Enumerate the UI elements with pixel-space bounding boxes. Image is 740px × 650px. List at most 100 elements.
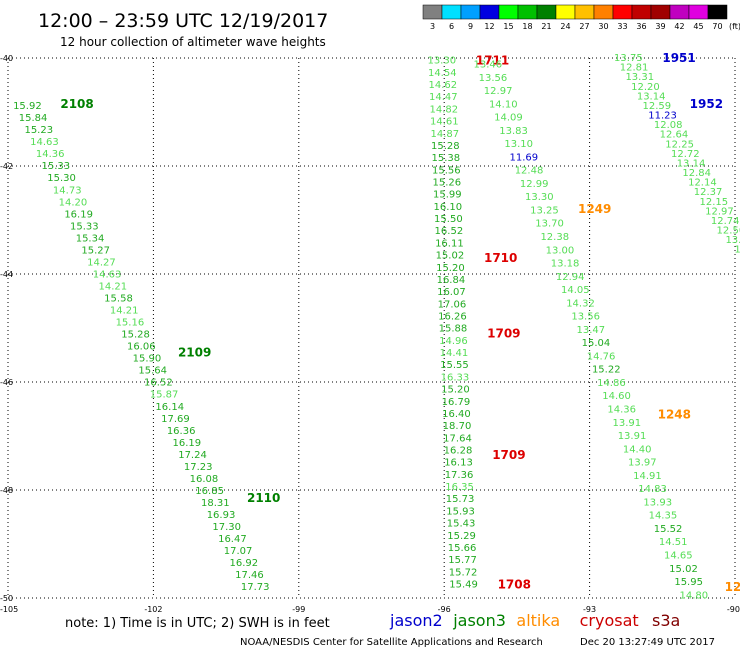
wave-height-value: 13.25 xyxy=(530,205,559,216)
wave-height-value: 12.84 xyxy=(682,168,711,179)
wave-height-value: 15.72 xyxy=(449,567,478,578)
wave-height-value: 15.33 xyxy=(70,221,99,232)
colorbar-label: 6 xyxy=(449,22,454,31)
wave-height-value: 15.58 xyxy=(104,294,133,305)
wave-height-value: 14.63 xyxy=(30,137,59,148)
wave-height-value: 12.97 xyxy=(484,86,513,97)
wave-height-value: 13.91 xyxy=(618,431,647,442)
wave-height-value: 12.81 xyxy=(620,63,649,74)
wave-height-value: 14.47 xyxy=(429,92,458,103)
wave-height-value: 15.38 xyxy=(432,153,461,164)
wave-height-value: 16.35 xyxy=(445,482,474,493)
colorbar-swatch: 18 xyxy=(517,4,538,31)
colorbar-label: 36 xyxy=(636,22,646,31)
time-tag: 1709 xyxy=(492,448,525,462)
timestamp: Dec 20 13:27:49 UTC 2017 xyxy=(580,637,715,648)
wave-height-value: 14.36 xyxy=(36,149,65,160)
wave-height-value: 14.09 xyxy=(494,113,523,124)
wave-height-value: 15.66 xyxy=(448,543,477,554)
wave-height-value: 17.24 xyxy=(178,450,207,461)
colorbar-swatch: 9 xyxy=(460,4,481,31)
wave-height-value: 12.97 xyxy=(705,206,734,217)
latitude-tick-label: -50 xyxy=(0,594,13,603)
wave-height-value: 13.75 xyxy=(614,53,643,64)
colorbar-label: 39 xyxy=(655,22,665,31)
wave-height-value: 16.07 xyxy=(437,287,466,298)
wave-height-value: 15.55 xyxy=(440,360,469,371)
wave-height-value: 13.14 xyxy=(637,91,666,102)
wave-height-value: 12.94 xyxy=(556,272,585,283)
time-tag: 1951 xyxy=(662,51,695,65)
wave-height-value: 15.30 xyxy=(47,173,76,184)
colorbar-swatch: 30 xyxy=(593,4,614,31)
colorbar-swatch: 24 xyxy=(555,4,576,31)
wave-height-value: 13.31 xyxy=(625,72,654,83)
latitude-tick-label: -40 xyxy=(0,54,13,63)
wave-height-value: 15.20 xyxy=(436,263,465,274)
wave-height-value: 18.31 xyxy=(201,498,230,509)
wave-height-value: 15.52 xyxy=(654,524,683,535)
wave-height-value: 13.83 xyxy=(499,126,528,137)
wave-height-value: 14.40 xyxy=(623,444,652,455)
colorbar-swatch: 15 xyxy=(498,4,519,31)
colorbar-label: 70 xyxy=(712,22,722,31)
satellite-legend-altika: altika xyxy=(516,611,560,630)
wave-height-value: 13.00 xyxy=(546,245,575,256)
wave-height-value: 15.29 xyxy=(447,531,476,542)
wave-height-value: 15.73 xyxy=(446,494,475,505)
wave-height-value: 15.88 xyxy=(439,324,468,335)
wave-height-value: 14.62 xyxy=(428,80,457,91)
colorbar-label: 27 xyxy=(579,22,589,31)
wave-height-value: 15.20 xyxy=(441,385,470,396)
colorbar-label: 30 xyxy=(598,22,608,31)
wave-height-value: 12.99 xyxy=(520,179,549,190)
wave-height-value: 15.50 xyxy=(434,214,463,225)
wave-height-value: 15.02 xyxy=(436,251,465,262)
wave-height-value: 16.33 xyxy=(441,372,470,383)
colorbar-label: 33 xyxy=(617,22,627,31)
colorbar-legend: 3 6 9 12 15 18 21 24 27 30 33 36 39 42 45 70 (ft) xyxy=(422,4,740,31)
wave-height-value: 16.92 xyxy=(229,558,258,569)
wave-height-value: 15.56 xyxy=(432,165,461,176)
wave-height-value: 17.23 xyxy=(184,462,213,473)
colorbar-swatch: 21 xyxy=(536,4,557,31)
wave-height-value: 14.10 xyxy=(489,99,518,110)
wave-height-value: 15.16 xyxy=(116,318,145,329)
wave-height-value: 17.46 xyxy=(235,570,264,581)
wave-height-value: 15.90 xyxy=(133,354,162,365)
wave-height-value: 15.28 xyxy=(121,330,150,341)
wave-height-value: 14.35 xyxy=(649,511,678,522)
colorbar-unit: (ft) xyxy=(729,22,740,31)
colorbar-swatch: 36 xyxy=(631,4,652,31)
wave-height-value: 16.52 xyxy=(144,378,173,389)
wave-height-value: 17.06 xyxy=(438,299,467,310)
wave-height-value: 12.74 xyxy=(711,216,740,227)
wave-height-value: 12.72 xyxy=(671,149,700,160)
longitude-tick-label: -93 xyxy=(583,605,596,614)
wave-height-value: 12.59 xyxy=(643,101,672,112)
wave-height-value: 14.51 xyxy=(659,537,688,548)
wave-height-value: 13.14 xyxy=(677,158,706,169)
wave-height-value: 14.20 xyxy=(59,197,88,208)
colorbar-swatch: 6 xyxy=(441,4,462,31)
wave-height-value: 15.02 xyxy=(669,564,698,575)
wave-height-value: 14.83 xyxy=(638,484,667,495)
wave-height-value: 15.77 xyxy=(448,555,477,566)
colorbar-swatch: 42 xyxy=(669,4,690,31)
longitude-tick-label: -90 xyxy=(727,605,740,614)
wave-height-value: 16.84 xyxy=(437,275,466,286)
wave-height-value: 14.41 xyxy=(440,348,469,359)
wave-height-value: 12.50 xyxy=(717,226,740,237)
wave-height-value: 14.21 xyxy=(98,281,127,292)
wave-height-value: 14.73 xyxy=(53,185,82,196)
wave-height-value: 14.91 xyxy=(633,471,662,482)
wave-height-value: 16.14 xyxy=(155,402,184,413)
colorbar-label: 18 xyxy=(522,22,532,31)
wave-height-value: 15.87 xyxy=(150,390,179,401)
wave-height-value: 15.99 xyxy=(433,190,462,201)
map-title: 12:00 – 23:59 UTC 12/19/2017 xyxy=(38,10,328,32)
satellite-legend-jason3: jason3 xyxy=(452,611,506,630)
wave-height-value: 12.38 xyxy=(540,232,569,243)
